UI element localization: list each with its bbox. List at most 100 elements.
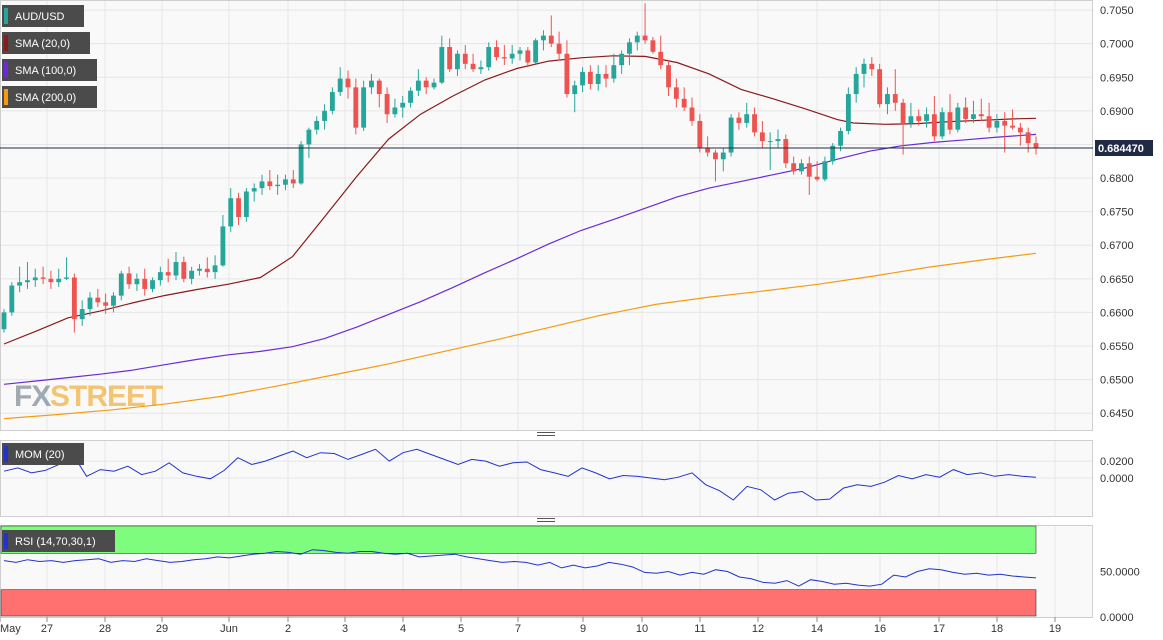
badge-sma-100-label: SMA (100,0): [15, 65, 76, 77]
candle-body-84: [658, 51, 664, 66]
candle-body-2: [17, 282, 23, 286]
candle-body-4: [32, 277, 38, 281]
candle-body-119: [931, 114, 937, 137]
badge-sma-20[interactable]: SMA (20,0): [2, 32, 90, 54]
candle-body-32: [251, 188, 257, 192]
candle-body-123: [963, 107, 969, 119]
candle-body-51: [400, 102, 406, 108]
badge-aud-usd[interactable]: AUD/USD: [2, 5, 84, 27]
candle-body-8: [64, 277, 69, 279]
candle-body-22: [173, 262, 179, 276]
candle-body-52: [408, 90, 413, 103]
candle-body-88: [689, 107, 695, 121]
candle-body-127: [994, 120, 1000, 128]
badge-rsi[interactable]: RSI (14,70,30,1): [2, 530, 115, 552]
candle-body-23: [181, 262, 187, 279]
candle-body-118: [924, 114, 929, 121]
candle-body-1: [9, 285, 15, 313]
candle-body-124: [971, 114, 976, 119]
rsi-overbought-band: [0, 525, 1037, 554]
candle-body-61: [478, 67, 484, 70]
candle-body-30: [236, 198, 241, 218]
candle-body-79: [619, 53, 625, 66]
x-tick-label-9: 7: [515, 623, 521, 635]
y-tick-label-main-5: 0.6800: [1100, 173, 1134, 185]
candle-body-3: [25, 280, 30, 283]
candle-body-40: [314, 120, 320, 130]
candle-body-27: [212, 265, 218, 273]
candle-body-126: [986, 116, 992, 128]
candle-body-97: [759, 132, 765, 142]
candle-body-50: [392, 107, 398, 115]
candle-body-38: [298, 144, 304, 184]
candle-body-129: [1010, 125, 1015, 128]
x-tick-label-8: 5: [458, 623, 464, 635]
candle-body-33: [259, 181, 265, 189]
candle-body-87: [681, 98, 687, 108]
candle-body-49: [384, 94, 390, 115]
candle-body-65: [509, 53, 515, 59]
candle-body-43: [337, 78, 343, 93]
x-tick-label-14: 14: [811, 623, 823, 635]
candle-body-31: [243, 191, 249, 218]
rsi-series-line: [3, 549, 1037, 587]
candle-body-121: [947, 112, 953, 130]
candle-body-67: [525, 50, 531, 63]
badge-mom[interactable]: MOM (20): [2, 443, 84, 465]
candle-body-114: [892, 94, 898, 103]
mom-line: [3, 448, 1037, 501]
y-tick-label-main-2: 0.6950: [1100, 72, 1134, 84]
badge-sma-200[interactable]: SMA (200,0): [2, 86, 97, 108]
x-tick-label-17: 18: [991, 623, 1003, 635]
resize-handle-mom[interactable]: [537, 432, 555, 436]
candle-body-112: [877, 69, 883, 105]
badge-sma-20-label: SMA (20,0): [15, 38, 70, 50]
candle-body-41: [322, 110, 327, 121]
candle-body-102: [799, 163, 804, 172]
candle-body-74: [580, 71, 585, 86]
x-tick-label-16: 17: [933, 623, 945, 635]
badge-sma-100[interactable]: SMA (100,0): [2, 59, 97, 81]
candle-body-99: [775, 139, 781, 142]
candle-body-108: [845, 94, 851, 132]
candle-body-95: [744, 114, 750, 123]
badge-sma-200-label: SMA (200,0): [15, 92, 76, 104]
candle-body-39: [306, 129, 312, 145]
candle-body-122: [955, 107, 961, 130]
candle-body-42: [329, 92, 335, 111]
resize-handle-rsi[interactable]: [537, 518, 555, 522]
x-tick-label-18: 19: [1049, 623, 1061, 635]
candle-body-100: [783, 139, 789, 164]
candle-body-77: [603, 73, 609, 79]
candle-body-35: [275, 184, 281, 187]
current-price-value: 0.684470: [1098, 143, 1144, 155]
candle-body-80: [627, 42, 632, 54]
candle-body-103: [806, 163, 812, 177]
rsi-line: [3, 549, 1037, 587]
candle-body-37: [290, 179, 296, 184]
candle-body-47: [369, 80, 374, 88]
badge-rsi-label: RSI (14,70,30,1): [15, 536, 96, 548]
indicator-legend: AUD/USD SMA (20,0) SMA (100,0) SMA (200,…: [2, 5, 115, 552]
candle-body-14: [111, 295, 116, 306]
x-axis-ticks: May 27 28 29 Jun 2 3 4 5 7 9 10 11 12 14 16 17 18 19: [0, 617, 1061, 635]
candle-body-91: [713, 152, 718, 160]
x-tick-label-13: 12: [752, 623, 764, 635]
candle-body-78: [611, 65, 617, 79]
candle-body-15: [118, 273, 124, 296]
x-tick-label-0: May: [0, 623, 21, 635]
candle-body-94: [736, 117, 742, 123]
candle-body-13: [103, 302, 109, 306]
candle-body-71: [556, 43, 562, 54]
candle-body-111: [869, 63, 875, 70]
x-tick-label-2: 28: [99, 623, 111, 635]
candle-body-132: [1033, 143, 1039, 148]
x-tick-label-5: 2: [285, 623, 291, 635]
candle-body-73: [572, 85, 578, 95]
mom-series-line: [3, 448, 1037, 501]
candle-body-96: [752, 114, 757, 133]
candle-body-16: [126, 273, 132, 285]
candle-body-82: [642, 35, 648, 41]
candle-body-66: [517, 50, 523, 54]
candle-body-44: [345, 78, 351, 88]
